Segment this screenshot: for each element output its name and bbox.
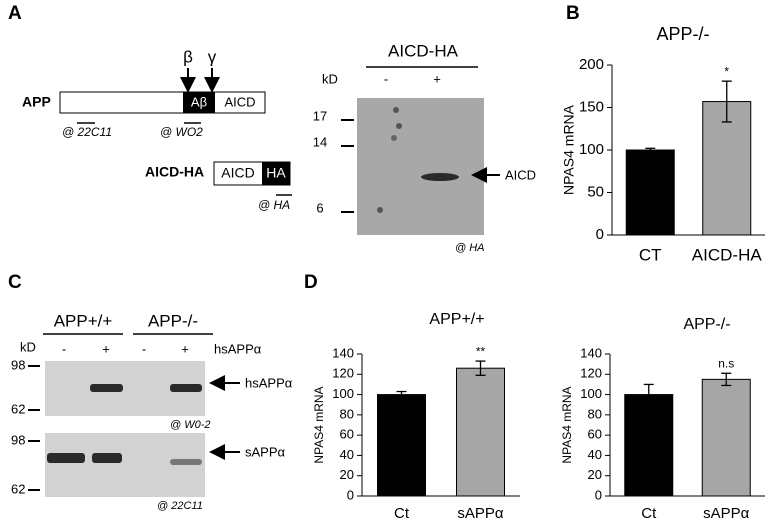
blot-band	[421, 173, 459, 181]
y-tick-label: 40	[588, 447, 602, 462]
bar	[456, 367, 505, 497]
group-label: APP+/+	[54, 311, 113, 330]
band-label: sAPPα	[245, 444, 286, 459]
kd-label: kD	[322, 71, 338, 86]
antibody-label: @ 22C11	[157, 500, 203, 512]
y-tick-label: 120	[332, 366, 354, 381]
y-tick-label: 50	[587, 183, 604, 200]
antibody-label: @ W0-2	[170, 419, 211, 431]
marker-label: 62	[11, 481, 25, 496]
y-tick-label: 0	[347, 487, 354, 502]
lane-label: -	[62, 341, 66, 356]
antibody-label: @ HA	[258, 198, 290, 212]
blot-spot	[396, 123, 402, 129]
y-tick-label: 120	[580, 366, 602, 381]
blot-band	[90, 384, 123, 392]
y-tick-label: 150	[579, 98, 604, 115]
y-tick-label: 60	[340, 427, 354, 442]
lane-label: -	[384, 71, 388, 86]
kd-label: kD	[20, 339, 36, 354]
y-tick-label: 140	[332, 345, 354, 360]
blot-band	[47, 453, 85, 463]
marker-label: 17	[313, 108, 327, 123]
y-tick-label: 60	[588, 427, 602, 442]
ha-box-label: HA	[266, 165, 286, 181]
bar	[624, 394, 674, 497]
y-tick-label: 0	[595, 487, 602, 502]
x-tick-label: sAPPα	[703, 505, 750, 522]
y-axis-label: NPAS4 mRNA	[312, 386, 326, 463]
bar	[701, 378, 751, 497]
blot-image	[357, 98, 484, 235]
x-tick-label: Ct	[641, 505, 657, 522]
panel-label: D	[304, 272, 318, 293]
app-label: APP	[22, 94, 51, 110]
chart-title: APP-/-	[656, 24, 709, 44]
aicd-label: AICD	[224, 94, 255, 109]
significance-label: *	[724, 64, 729, 78]
y-tick-label: 80	[588, 406, 602, 421]
y-tick-label: 100	[580, 386, 602, 401]
blot-band	[170, 459, 202, 465]
marker-label: 98	[11, 432, 25, 447]
y-tick-label: 0	[596, 226, 604, 243]
y-tick-label: 40	[340, 447, 354, 462]
significance-label: **	[476, 344, 486, 358]
band-label: AICD	[505, 167, 536, 182]
marker-label: 62	[11, 401, 25, 416]
y-tick-label: 200	[579, 56, 604, 73]
lane-label: +	[181, 341, 189, 356]
significance-label: n.s	[718, 356, 734, 370]
blot-spot	[391, 135, 397, 141]
marker-label: 6	[316, 200, 323, 215]
antibody-label: @ HA	[455, 242, 485, 254]
beta-label: β	[183, 47, 193, 66]
y-tick-label: 20	[340, 467, 354, 482]
lane-label: +	[102, 341, 110, 356]
aicd-ha-label: AICD-HA	[145, 164, 204, 180]
y-axis-label: NPAS4 mRNA	[561, 104, 577, 195]
marker-label: 14	[313, 134, 327, 149]
aicd-box-label: AICD	[221, 165, 254, 181]
blot-band	[92, 453, 122, 463]
y-tick-label: 80	[340, 406, 354, 421]
group-label: APP-/-	[148, 311, 198, 330]
lane-label: +	[433, 71, 441, 86]
y-axis-label: NPAS4 mRNA	[560, 386, 574, 463]
x-tick-label: CT	[639, 245, 662, 264]
x-tick-label: AICD-HA	[692, 245, 763, 264]
treatment-label: hsAPPα	[214, 341, 262, 356]
chart-title: APP+/+	[429, 311, 484, 328]
panel-label: A	[8, 3, 22, 24]
blot-spot	[393, 107, 399, 113]
abeta-label: Aβ	[191, 94, 207, 109]
blot-band	[170, 384, 202, 392]
blot-title: AICD-HA	[388, 41, 459, 60]
y-tick-label: 100	[579, 141, 604, 158]
abeta-box	[183, 92, 215, 113]
bar	[377, 394, 426, 497]
y-tick-label: 140	[580, 345, 602, 360]
ha-box	[262, 162, 290, 185]
lane-label: -	[142, 341, 146, 356]
gamma-label: γ	[208, 47, 217, 66]
panel-label: B	[566, 3, 580, 24]
chart-title: APP-/-	[683, 316, 730, 333]
antibody-label: @ 22C11	[62, 125, 112, 139]
y-tick-label: 100	[332, 386, 354, 401]
x-tick-label: sAPPα	[457, 505, 504, 522]
bar	[625, 149, 675, 236]
y-tick-label: 20	[588, 467, 602, 482]
x-tick-label: Ct	[394, 505, 410, 522]
antibody-label: @ WO2	[160, 125, 203, 139]
panel-label: C	[8, 272, 22, 293]
band-label: hsAPPα	[245, 375, 293, 390]
blot-spot	[377, 207, 383, 213]
marker-label: 98	[11, 357, 25, 372]
bar	[702, 101, 752, 236]
